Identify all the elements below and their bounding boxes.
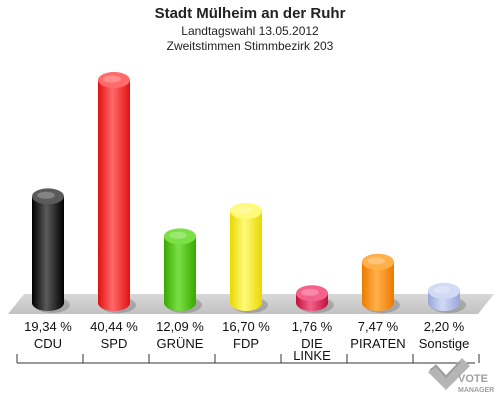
logo-line2: MANAGER <box>458 387 494 394</box>
category-axis <box>16 354 480 364</box>
bar-sonstige <box>428 282 466 313</box>
bar-spd <box>98 72 136 313</box>
bar-gruene <box>164 228 202 313</box>
category-label-die-linke: DIE <box>301 336 323 351</box>
category-label-spd: SPD <box>101 336 128 351</box>
vote-manager-logo: VOTE MANAGER <box>428 358 494 394</box>
value-label-spd: 40,44 % <box>90 319 138 334</box>
category-label-sonstige: Sonstige <box>419 336 470 351</box>
chart-title: Stadt Mülheim an der Ruhr <box>155 5 346 22</box>
logo-line1: VOTE <box>458 373 488 385</box>
category-label-die-linke-line2: LINKE <box>293 348 331 363</box>
chart-subtitle-district: Zweitstimmen Stimmbezirk 203 <box>167 39 334 53</box>
value-label-gruene: 12,09 % <box>156 319 204 334</box>
value-label-fdp: 16,70 % <box>222 319 270 334</box>
category-label-fdp: FDP <box>233 336 259 351</box>
chart-subtitle-election: Landtagswahl 13.05.2012 <box>181 24 319 38</box>
value-label-piraten: 7,47 % <box>358 319 399 334</box>
bar-fdp <box>230 202 268 313</box>
bar-die-linke <box>296 285 334 313</box>
bar-piraten <box>362 253 400 313</box>
category-label-gruene: GRÜNE <box>157 336 204 351</box>
value-label-die-linke: 1,76 % <box>292 319 333 334</box>
labels-group: 19,34 % CDU 40,44 % SPD 12,09 % GRÜNE 16,70 % F… <box>24 319 469 363</box>
bars-group <box>32 72 466 313</box>
category-label-cdu: CDU <box>34 336 62 351</box>
value-label-cdu: 19,34 % <box>24 319 72 334</box>
value-label-sonstige: 2,20 % <box>424 319 465 334</box>
checkmark-icon <box>428 358 470 390</box>
bar-cdu <box>32 188 70 313</box>
category-label-piraten: PIRATEN <box>350 336 405 351</box>
